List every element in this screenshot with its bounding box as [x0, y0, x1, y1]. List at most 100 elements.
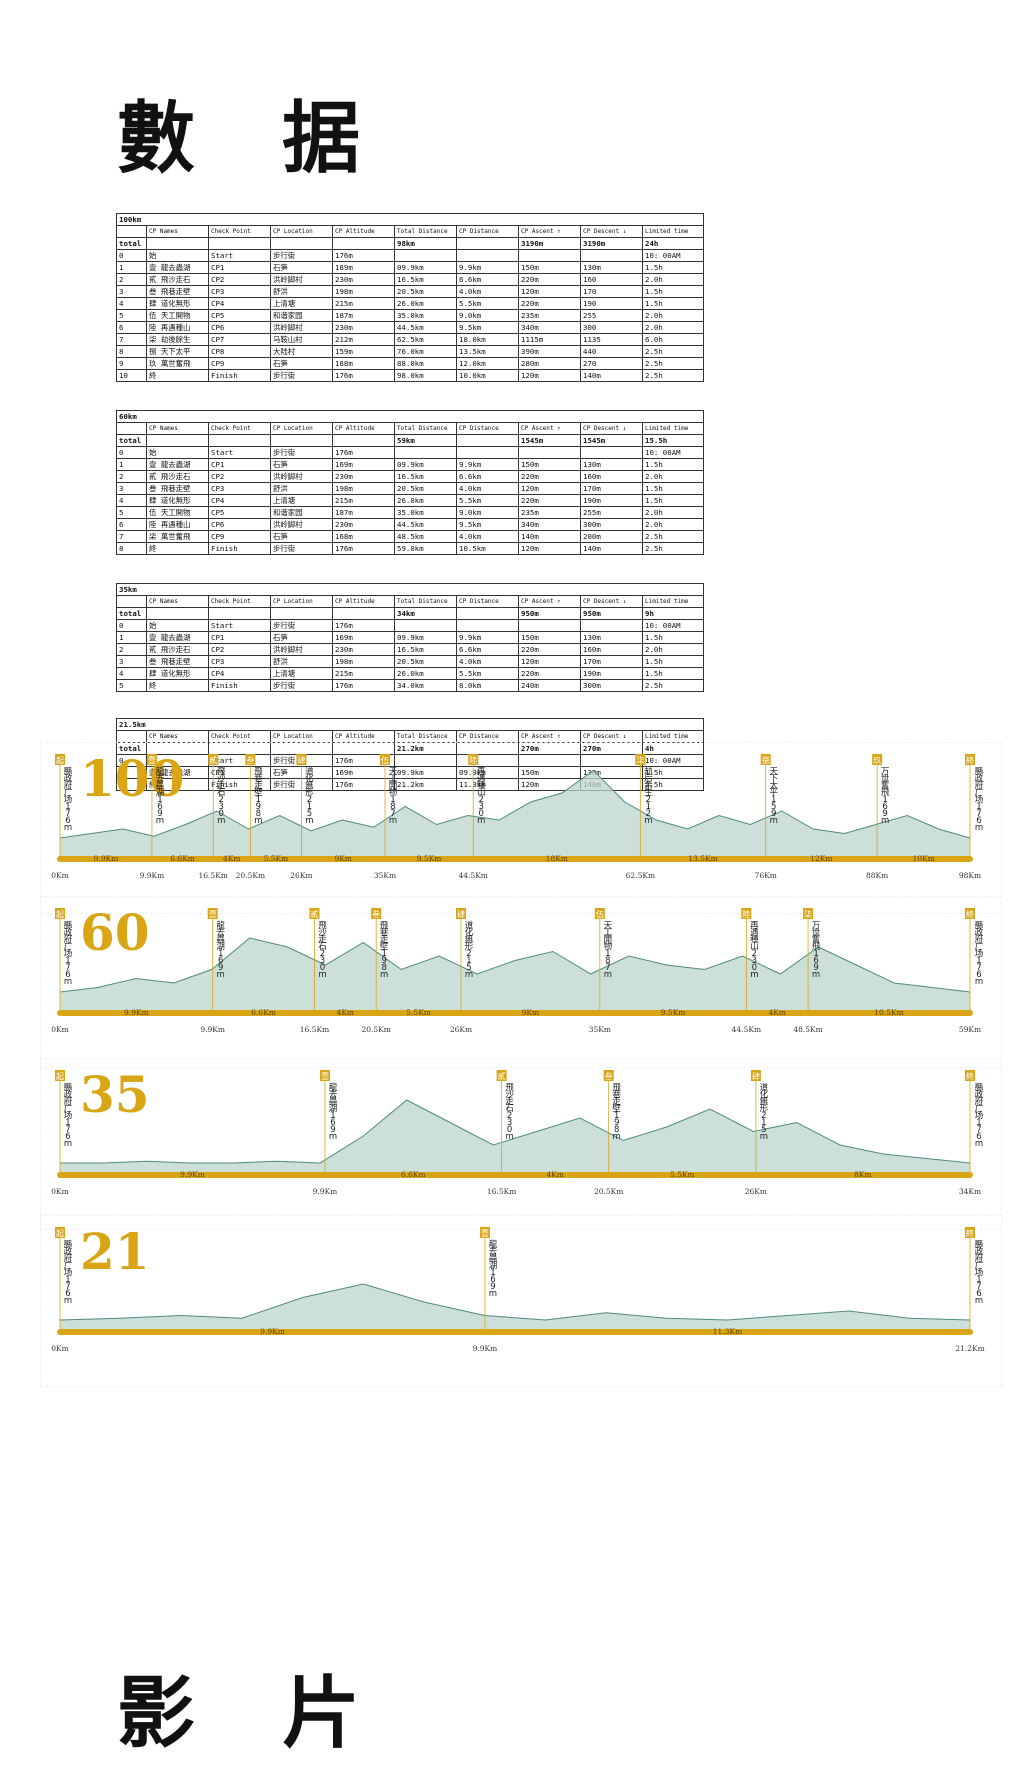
checkpoint-tag [55, 754, 65, 765]
checkpoint-tag [319, 1070, 330, 1081]
table-cell: 8.0km [456, 679, 519, 692]
table-cell: CP Distance [456, 225, 519, 238]
checkpoint-dot [57, 1329, 63, 1335]
table-header-row: CP Names Check Point CP Location CP Altitud… [116, 422, 704, 435]
table-cell: 20.5km [394, 655, 457, 668]
checkpoint-number: 壹 [321, 1071, 329, 1081]
checkpoint-number: 起 [56, 756, 64, 765]
table-cell: 1545m [580, 434, 643, 447]
table-cell [146, 607, 209, 620]
table-cell: 2 [116, 273, 147, 286]
table-cell: 09.9km [394, 261, 457, 274]
route-bar [60, 1329, 970, 1335]
table-cell: 2.5h [641, 357, 705, 370]
table-cell: 3190m [580, 237, 643, 250]
table-cell [456, 434, 519, 447]
table-cell: CP Altitude [332, 730, 395, 743]
table-cell: CP Names [146, 225, 209, 238]
table-cell: 176m [332, 369, 395, 382]
table-cell: 150m [518, 261, 581, 274]
checkpoint-tag [965, 908, 975, 919]
table-cell: 150m [518, 458, 581, 471]
table-cell: 4 [116, 297, 147, 310]
table-cell: 200m [580, 530, 643, 543]
table-cell: 終 [146, 679, 209, 692]
table-cell: 始 [146, 446, 209, 459]
checkpoint-number: 終 [966, 755, 974, 765]
table-cell: Limited time [642, 595, 704, 608]
table-cell: 190 [580, 297, 643, 310]
table-cell: Finish [208, 369, 271, 382]
table-cell: CP2 [208, 273, 271, 286]
axis-tick-label: 16.5Km [487, 1187, 516, 1196]
table-cell: 洪岭脚村 [270, 643, 333, 656]
checkpoint-tag [468, 754, 479, 765]
checkpoint-tag [55, 1070, 65, 1081]
distance-label: 35 [80, 1065, 150, 1124]
table-cell: 950m [580, 607, 643, 620]
table-cell: 169m [332, 261, 395, 274]
table-cell: 76.0km [394, 345, 457, 358]
table-cell: 8 [116, 542, 147, 555]
checkpoint-tag [55, 1227, 65, 1238]
table-cell: total [116, 237, 147, 250]
checkpoint-dot [874, 856, 881, 862]
checkpoint-name: 縣政府广场 1 7 6 m [64, 766, 73, 833]
table-cell: 6 [116, 518, 147, 531]
table-cell: Total Distance [394, 730, 457, 743]
checkpoint-name: 道化無形 2 1 5 m [465, 920, 474, 980]
segment-distance-label: 9.5Km [417, 854, 442, 863]
table-header-row: CP Names Check Point CP Location CP Altitud… [116, 225, 705, 238]
table-cell: 340m [518, 518, 581, 531]
table-cell: 176m [332, 249, 395, 262]
table-cell [580, 619, 643, 632]
table-cell: 950m [518, 607, 581, 620]
table-cell: CP Descent ↓ [580, 595, 643, 608]
table-cell: 26.0km [394, 667, 457, 680]
table-cell: 2.0h [642, 643, 704, 656]
segment-distance-label: 6.6Km [170, 854, 195, 863]
axis-tick-label: 9.9Km [313, 1187, 338, 1196]
checkpoint-tag [872, 754, 883, 765]
table-cell: 9.9km [456, 261, 519, 274]
checkpoint-dot [321, 1172, 328, 1178]
table-cell: CP Distance [456, 595, 519, 608]
axis-tick-label: 44.5Km [732, 1025, 761, 1034]
checkpoint-dot [596, 1010, 603, 1016]
table-cell: CP1 [208, 261, 271, 274]
table-cell: CP8 [208, 345, 271, 358]
checkpoint-number: 玖 [873, 755, 881, 765]
table-cell: CP3 [208, 655, 271, 668]
checkpoint-table: 21.5km CP Names Check Point CP Location CP A… [115, 718, 705, 791]
checkpoint-number: 壹 [148, 755, 156, 765]
table-cell: 1.5h [642, 482, 704, 495]
table-cell: 6.6km [456, 273, 519, 286]
segment-distance-label: 4Km [223, 854, 241, 863]
checkpoint-number: 叁 [372, 909, 380, 919]
checkpoint-number: 肆 [297, 755, 305, 765]
table-cell: 300 [580, 321, 643, 334]
checkpoint-number: 貳 [209, 755, 217, 765]
table-cell: 2.0h [642, 506, 704, 519]
table-cell: 1.5h [641, 285, 705, 298]
table-cell: 1.5h [642, 458, 704, 471]
table-row: 10 終 Finish 步行街 176m 98.0km 10.0km 120m 140m 2.5h [116, 369, 705, 382]
table-cell: 16.5km [394, 470, 457, 483]
table-cell: CP3 [208, 285, 271, 298]
table-cell: 2.0h [641, 273, 705, 286]
table-cell: Limited time [642, 422, 704, 435]
table-cell: 20.5km [394, 482, 457, 495]
segment-distance-label: 9Km [334, 854, 352, 863]
section-heading-data: 數 据 [117, 93, 391, 184]
checkpoint-name: 万世奮飛 1 6 9 m [881, 767, 890, 826]
table-cell: 176m [332, 619, 395, 632]
axis-tick-label: 0Km [51, 1344, 69, 1353]
table-cell: 16.5km [394, 643, 457, 656]
table-cell: 柒 劫後餘生 [146, 333, 209, 346]
elevation-area [60, 1284, 970, 1329]
